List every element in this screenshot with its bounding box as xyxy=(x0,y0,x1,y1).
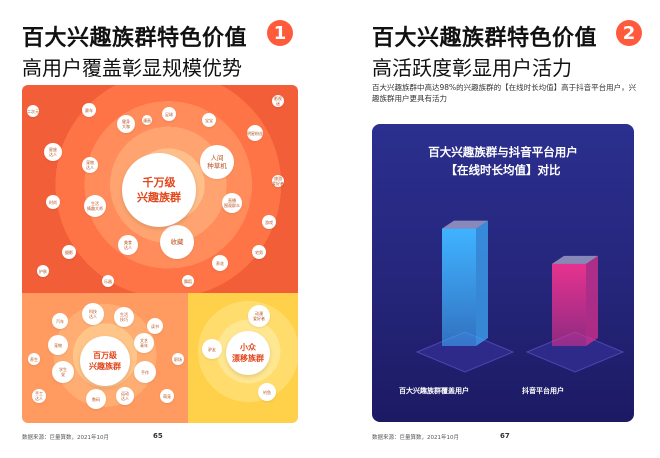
interest-group-bubble: 明星粉丝 xyxy=(247,125,263,141)
page-title: 百大兴趣族群特色价值 xyxy=(372,26,598,51)
hub-small-label: 小众 漂移族群 xyxy=(226,331,270,375)
page-description: 百大兴趣族群中高达98%的兴趣族群的【在线时长均值】高于抖音平台用户，兴趣族群用… xyxy=(372,83,637,103)
interest-group-bubble: 宝宝 xyxy=(202,113,216,127)
interest-group-bubble: 手作 xyxy=(134,361,156,383)
page-number: 67 xyxy=(500,432,510,440)
chart-title: 百大兴趣族群与抖音平台用户 xyxy=(428,145,578,159)
interest-group-bubble: 乐器 xyxy=(102,275,114,287)
interest-group-bubble: 驴友 xyxy=(202,339,222,359)
interest-group-bubble: 数码 xyxy=(86,389,106,409)
interest-group-bubble: 养生 xyxy=(28,353,40,365)
interest-group-bubble: 生活 技巧 xyxy=(114,307,134,327)
interest-group-bubble: 萌宠 xyxy=(160,389,174,403)
interest-group-bubble: 职场 xyxy=(172,353,184,365)
interest-group-bubble: 养花 xyxy=(212,255,228,271)
category-label: 百大兴趣族群覆盖用户 xyxy=(399,387,469,395)
bar-chart: 百大兴趣族群与抖音平台用户 【在线时长均值】对比 百大兴趣族群覆盖用户 抖音平台用… xyxy=(372,124,634,422)
small-circle-panel: 动漫 爱好者驴友钓鱼 小众 漂移族群 xyxy=(188,293,298,423)
page-number: 65 xyxy=(153,432,163,440)
interest-group-bubble: 动漫 爱好者 xyxy=(248,305,270,327)
bar-1-side xyxy=(476,220,488,346)
section-number-badge: 1 xyxy=(267,20,293,46)
interest-group-bubble: 漫画 xyxy=(142,115,152,125)
interest-group-bubble: 旅游 爱好者 xyxy=(272,175,284,187)
interest-group-bubble: 影视 迷 xyxy=(272,95,284,107)
interest-group-bubble: 舞蹈 xyxy=(182,275,194,287)
interest-group-bubble: 运动 达人 xyxy=(116,387,134,405)
page-subtitle: 高活跃度彰显用户活力 xyxy=(372,56,572,80)
interest-group-bubble: 汽车 xyxy=(52,313,68,329)
interest-group-bubble: 宅男 xyxy=(252,245,266,259)
bar-1 xyxy=(442,228,476,346)
data-source-note: 数据来源：巨量算数，2021年10月 xyxy=(372,435,459,441)
page-title: 百大兴趣族群特色价值 xyxy=(22,26,248,51)
interest-group-bubble: 宠物 xyxy=(48,335,68,355)
interest-group-bubble: 护肤 xyxy=(37,265,49,277)
page-subtitle: 高用户覆盖彰显规模优势 xyxy=(22,56,242,80)
interest-group-bubble: 美食 达人 xyxy=(118,235,138,255)
interest-group-bubble: 二次元 xyxy=(27,105,39,117)
interest-group-bubble: 宠物 达人 xyxy=(82,157,98,173)
category-label: 抖音平台用户 xyxy=(522,387,564,395)
interest-group-bubble: 健身 大咖 xyxy=(117,115,135,133)
interest-group-bubble: 星座 达人 xyxy=(44,143,62,161)
interest-group-bubble: 足球 xyxy=(162,107,176,121)
interest-group-bubble: 读书 xyxy=(147,318,163,334)
mid-circle-panel: 科技 达人 生活 技巧 汽车 读书宠物 文艺 青年学生 党 手作数码 运动 达人 手工 达人 萌… xyxy=(22,293,188,423)
interest-group-bubble: 科技 达人 xyxy=(82,303,104,325)
interest-group-bubble: 人间 种草机 xyxy=(200,145,234,179)
interest-group-bubble: 学生 党 xyxy=(52,361,74,383)
interest-group-bubble: 直播 围观群众 xyxy=(222,193,242,213)
data-source-note: 数据来源：巨量算数，2021年10月 xyxy=(22,435,109,441)
main-circle-panel: 赛车健身 大咖 足球 宝宝星座 达人宠物 达人 人间 种草机 明星粉丝生活 情趣大师 时尚… xyxy=(22,85,298,293)
section-number-badge: 2 xyxy=(616,20,642,46)
interest-group-bubble: 时尚 xyxy=(46,195,60,209)
chart-subtitle: 【在线时长均值】对比 xyxy=(445,163,561,177)
interest-group-bubble: 摄影 xyxy=(62,245,76,259)
interest-group-bubble: 生活 情趣大师 xyxy=(84,195,106,217)
interest-group-bubble: 游戏 xyxy=(262,215,276,229)
chart-plot xyxy=(415,220,625,373)
interest-group-bubble: 文艺 青年 xyxy=(134,333,154,353)
interest-group-bubble: 收藏 xyxy=(160,225,194,259)
right-page: 百大兴趣族群特色价值 2 高活跃度彰显用户活力 百大兴趣族群中高达98%的兴趣族… xyxy=(330,0,660,458)
interest-group-bubble: 手工 达人 xyxy=(32,389,46,403)
bar-2-top xyxy=(552,255,598,264)
bar-2 xyxy=(552,263,586,346)
left-page: 百大兴趣族群特色价值 1 高用户覆盖彰显规模优势 赛车健身 大咖 足球 宝宝星座 达… xyxy=(22,20,298,441)
bar-2-side xyxy=(586,255,598,346)
hub-mid-label: 百万级 兴趣族群 xyxy=(80,336,130,386)
hub-main-label: 千万级 兴趣族群 xyxy=(122,153,196,227)
bar-1-top xyxy=(442,220,488,229)
interest-group-bubble: 赛车 xyxy=(82,103,96,117)
interest-group-bubble: 钓鱼 xyxy=(258,383,276,401)
